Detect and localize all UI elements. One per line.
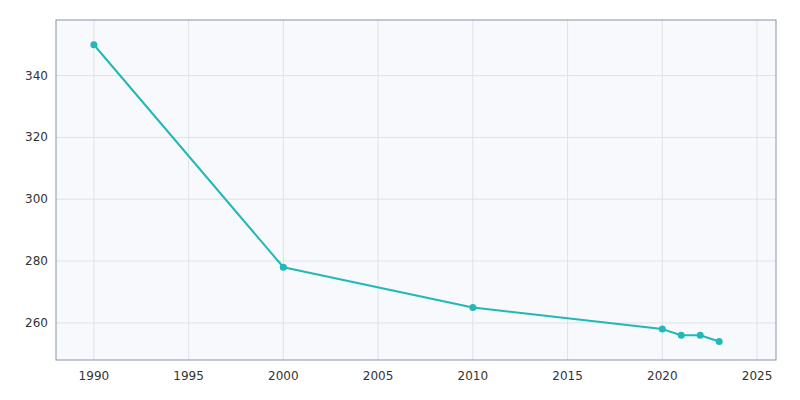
- grid-line-y: [56, 261, 776, 262]
- point: [659, 326, 666, 333]
- y-tick-label: 300: [25, 192, 48, 206]
- point: [469, 304, 476, 311]
- grid-line-x: [662, 20, 663, 360]
- chart: 1990 1995 2000 2005 2010 2015 2020 2025 260 280 30…: [0, 0, 800, 400]
- grid-line-y: [56, 137, 776, 138]
- data-layer: [90, 41, 722, 345]
- page: {"chart_data": {"type": "line", "x": [19…: [0, 0, 800, 400]
- plot-background: [56, 20, 776, 360]
- point: [90, 41, 97, 48]
- x-tick-label: 2020: [647, 369, 678, 383]
- y-tick-label: 320: [25, 130, 48, 144]
- x-tick-label: 2010: [458, 369, 489, 383]
- point: [697, 332, 704, 339]
- grid-line-y: [56, 322, 776, 323]
- grid-line-y: [56, 75, 776, 76]
- tick-labels: 1990 1995 2000 2005 2010 2015 2020 2025 260 280 30…: [25, 69, 772, 383]
- grid-line-x: [567, 20, 568, 360]
- x-tick-label: 2025: [742, 369, 773, 383]
- x-tick-label: 2015: [552, 369, 583, 383]
- grid-line-x: [378, 20, 379, 360]
- point: [716, 338, 723, 345]
- x-tick-label: 1990: [79, 369, 110, 383]
- y-tick-label: 280: [25, 254, 48, 268]
- grid-line-x: [188, 20, 189, 360]
- grid: [56, 20, 776, 360]
- x-tick-label: 2005: [363, 369, 394, 383]
- y-tick-label: 340: [25, 69, 48, 83]
- y-tick-label: 260: [25, 316, 48, 330]
- point: [678, 332, 685, 339]
- grid-line-x: [93, 20, 94, 360]
- grid-line-y: [56, 199, 776, 200]
- x-tick-label: 2000: [268, 369, 299, 383]
- grid-line-x: [283, 20, 284, 360]
- grid-line-x: [757, 20, 758, 360]
- point: [280, 264, 287, 271]
- plot-frame: [56, 20, 776, 360]
- chart-container: 1990 1995 2000 2005 2010 2015 2020 2025 260 280 30…: [0, 0, 800, 400]
- line: [94, 45, 719, 342]
- x-tick-label: 1995: [173, 369, 204, 383]
